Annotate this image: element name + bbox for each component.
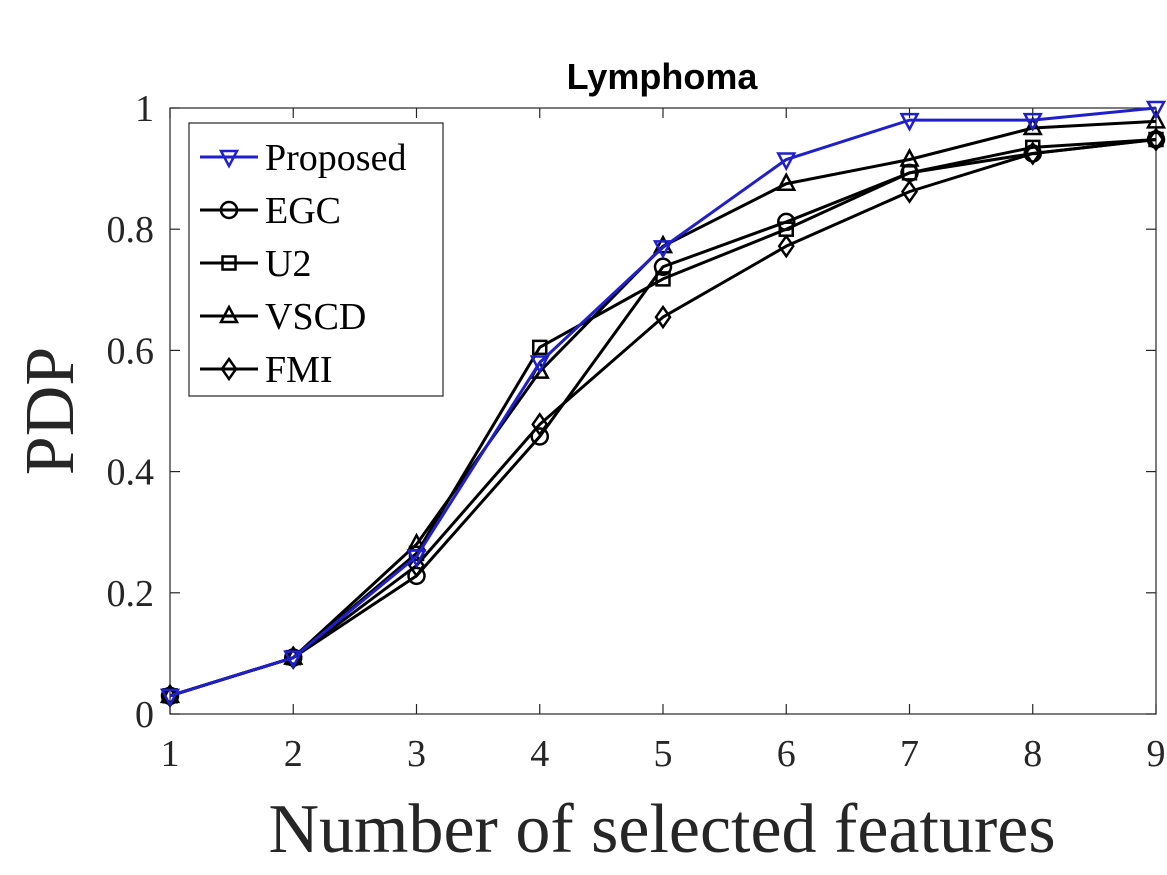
series-line	[169, 106, 1157, 698]
y-tick-label: 0.8	[107, 209, 155, 251]
triangle-up-marker	[899, 147, 920, 167]
legend-item-vscd: VSCD	[200, 296, 366, 338]
triangle-down-marker	[899, 112, 920, 132]
y-tick-label: 0.2	[107, 573, 155, 615]
y-tick-label: 0	[135, 694, 154, 736]
diamond-marker	[1024, 141, 1042, 166]
triangle-down-marker	[652, 240, 674, 260]
legend-label: VSCD	[265, 296, 366, 338]
x-tick-label: 6	[777, 733, 796, 775]
triangle-down-marker	[406, 549, 427, 569]
x-tick-label: 3	[407, 733, 426, 775]
x-tick-label: 7	[900, 733, 919, 775]
diamond-marker	[220, 356, 238, 382]
triangle-up-marker	[218, 304, 240, 324]
legend-label: Proposed	[265, 137, 406, 179]
triangle-down-marker	[1022, 112, 1043, 132]
x-tick-label: 5	[654, 733, 673, 775]
legend-box	[188, 122, 444, 397]
circle-marker	[219, 200, 239, 220]
triangle-down-marker	[159, 688, 181, 708]
triangle-down-marker	[218, 149, 240, 169]
square-marker	[532, 339, 548, 356]
legend-label: EGC	[265, 190, 341, 232]
triangle-up-marker	[1145, 109, 1167, 129]
chart-title: Lymphoma	[567, 56, 759, 97]
diamond-marker	[531, 412, 549, 437]
y-axis-ticks: 0 0.2 0.4 0.6 0.8 1	[107, 88, 1156, 736]
y-axis-label: PDP	[12, 347, 89, 475]
series-line	[169, 138, 1157, 698]
diamond-marker	[900, 179, 919, 204]
x-tick-label: 2	[284, 733, 303, 775]
legend-item-fmi: FMI	[200, 349, 333, 391]
y-tick-label: 0.6	[107, 330, 155, 372]
x-tick-label: 9	[1147, 733, 1166, 775]
x-axis-label: Number of selected features	[268, 791, 1055, 868]
x-axis-ticks: 1 2 3 4 5 6 7 8 9	[161, 108, 1166, 775]
x-tick-label: 8	[1023, 733, 1042, 775]
y-tick-label: 0.4	[107, 452, 155, 494]
diamond-marker	[1147, 127, 1165, 152]
triangle-up-marker	[776, 172, 797, 191]
series-line	[169, 138, 1157, 698]
legend-label: FMI	[265, 349, 333, 391]
circle-marker	[530, 427, 549, 446]
triangle-down-marker	[283, 650, 304, 670]
square-marker	[221, 255, 237, 271]
legend-item-proposed: Proposed	[200, 137, 406, 179]
legend-label: U2	[265, 243, 311, 285]
legend-item-u2: U2	[200, 243, 311, 285]
legend: Proposed EGC U2 VSCD FMI	[188, 122, 444, 397]
triangle-down-marker	[1145, 100, 1167, 120]
square-marker	[655, 271, 671, 287]
x-tick-label: 1	[161, 733, 180, 775]
diamond-marker	[777, 233, 795, 259]
triangle-down-marker	[776, 152, 797, 172]
triangle-up-marker	[1022, 116, 1043, 136]
diamond-marker	[654, 304, 672, 330]
series-proposed	[159, 100, 1167, 708]
x-tick-label: 4	[530, 733, 549, 775]
series-layer	[159, 100, 1167, 708]
y-tick-label: 1	[135, 88, 154, 130]
legend-item-egc: EGC	[200, 190, 341, 232]
triangle-down-marker	[529, 355, 550, 375]
